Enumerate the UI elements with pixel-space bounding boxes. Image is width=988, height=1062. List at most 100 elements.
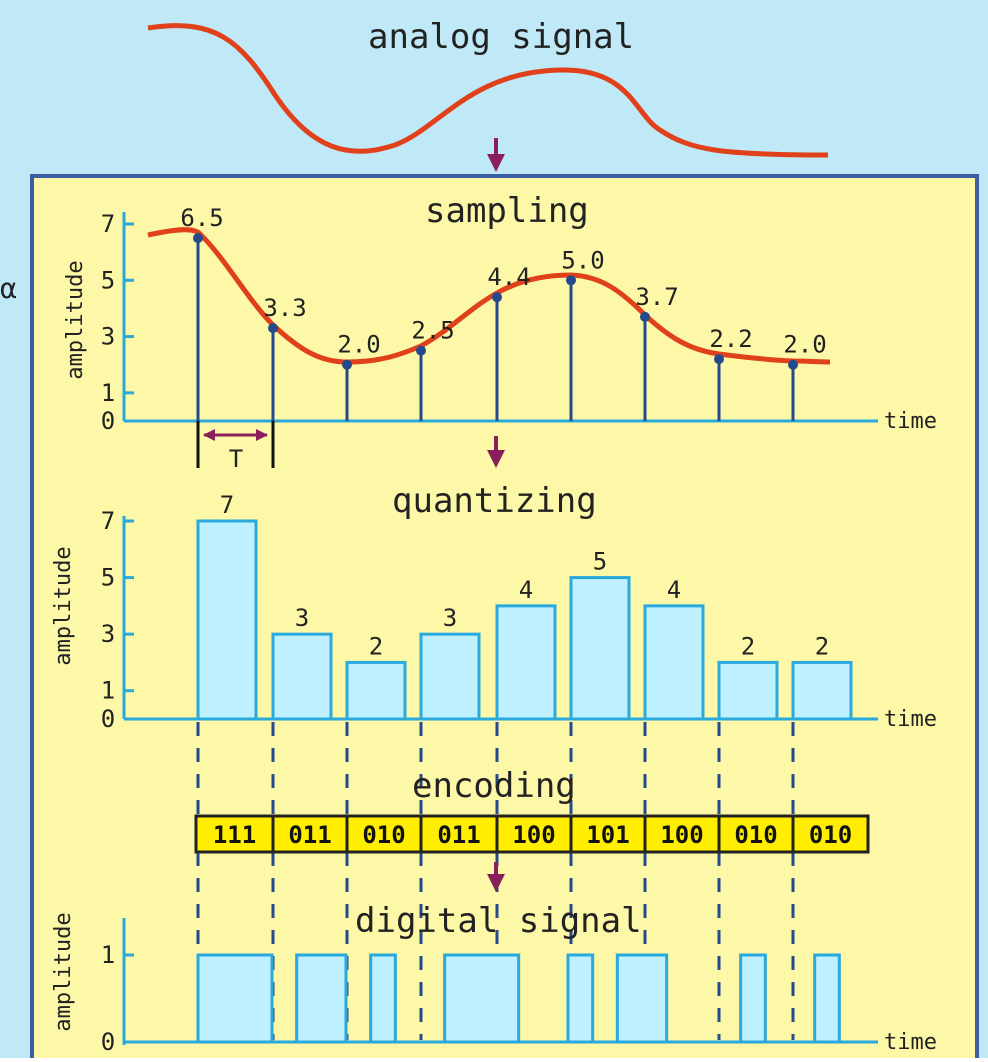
quantizing-tick-label: 1	[101, 677, 115, 705]
sample-value-label: 2.0	[783, 331, 826, 359]
sample-value-label: 3.7	[635, 283, 678, 311]
sampling-tick-label: 0	[101, 407, 115, 435]
sample-value-label: 3.3	[263, 294, 306, 322]
code-cell	[271, 814, 349, 854]
quantizing-tick-label: 3	[101, 620, 115, 648]
sample-value-label: 2.2	[709, 325, 752, 353]
digital-pulse	[739, 953, 767, 1044]
digital-tick-label: 1	[101, 941, 115, 969]
quantized-value-label: 5	[593, 548, 607, 576]
quantized-value-label: 3	[295, 604, 309, 632]
code-text: 101	[586, 821, 629, 849]
sample-point	[714, 354, 724, 365]
code-text: 010	[809, 821, 852, 849]
quantized-bar	[717, 660, 779, 721]
sampling-xlabel: time	[884, 409, 937, 434]
digital-pulse	[196, 953, 274, 1044]
encoding-section: encoding 111 011 010 011 100 101 100 010 010	[194, 766, 870, 892]
digital-section: digital signal amplitude 0 1 time	[51, 901, 937, 1056]
quantized-bar	[495, 604, 557, 721]
quantizing-bars: 7 3 2 3 4 5 4 2 2	[196, 491, 853, 721]
code-cell	[643, 814, 721, 854]
quantized-bar	[419, 632, 481, 721]
quantized-bar	[643, 604, 705, 721]
code-text: 100	[512, 821, 555, 849]
code-text: 010	[734, 821, 777, 849]
digital-pulse	[615, 953, 669, 1044]
arrow-to-sampling	[487, 138, 505, 172]
quantized-value-label: 2	[815, 632, 829, 660]
digital-tick-label: 0	[101, 1028, 115, 1056]
sample-point	[268, 323, 278, 334]
code-text: 010	[362, 821, 405, 849]
period-label: T	[229, 445, 243, 473]
code-text: 111	[213, 821, 256, 849]
digital-ylabel: amplitude	[51, 912, 76, 1031]
quantizing-tick-label: 0	[101, 705, 115, 733]
sampling-stems: 6.5 3.3 2.0 2.5 4.4 5.0 3.7 2.2 2.0	[180, 204, 827, 421]
digital-pulse	[813, 953, 841, 1044]
digital-pulses	[196, 953, 841, 1044]
quantized-value-label: 4	[667, 576, 681, 604]
period-marker: T	[196, 421, 275, 473]
quantized-value-label: 2	[741, 632, 755, 660]
sample-point	[788, 359, 798, 370]
sampling-title: sampling	[425, 191, 589, 231]
code-cell	[419, 814, 499, 854]
encoding-title: encoding	[412, 766, 576, 806]
code-cell	[717, 814, 795, 854]
code-text: 100	[660, 821, 703, 849]
sample-value-label: 5.0	[561, 246, 604, 274]
quantizing-tick-label: 5	[101, 564, 115, 592]
digital-pulse	[295, 953, 348, 1044]
sample-value-label: 6.5	[180, 204, 223, 232]
sample-point	[416, 345, 426, 356]
digital-pulse	[443, 953, 521, 1044]
digital-xlabel: time	[884, 1030, 937, 1055]
quantized-value-label: 4	[519, 576, 533, 604]
quantized-bar	[569, 576, 631, 721]
digital-pulse	[369, 953, 397, 1044]
quantizing-tick-label: 7	[101, 507, 115, 535]
quantizing-section: quantizing amplitude 01 3 5 7 time 7 3 2 3 4 5 4 2…	[51, 481, 937, 733]
quantizing-xlabel: time	[884, 707, 937, 732]
digital-pulse	[566, 953, 595, 1044]
sample-value-label: 2.5	[411, 317, 454, 345]
quantizing-title: quantizing	[392, 481, 597, 521]
encoding-codes: 111 011 010 011 100 101 100 010 010	[194, 814, 870, 854]
quantized-value-label: 7	[220, 491, 234, 519]
code-cell	[569, 814, 647, 854]
sample-point	[640, 311, 650, 322]
sampling-section: sampling amplitude 01 3 5 7 time 6.5 3.3 2.0 2…	[63, 191, 937, 473]
quantizing-ylabel: amplitude	[51, 546, 76, 665]
code-cell	[194, 814, 275, 854]
digital-title: digital signal	[355, 901, 642, 941]
quantized-bar	[345, 660, 407, 721]
sampling-tick-label: 5	[101, 266, 115, 294]
quantized-value-label: 2	[369, 632, 383, 660]
analog-signal-title: analog signal	[368, 17, 634, 57]
sampling-y-axis: 01 3 5 7	[101, 210, 134, 435]
sampling-tick-label: 1	[101, 379, 115, 407]
arrow-to-quantizing	[487, 436, 505, 468]
arrow-to-digital	[487, 862, 505, 892]
quantized-bar	[271, 632, 333, 721]
analog-signal-curve	[147, 23, 829, 158]
sample-value-label: 2.0	[337, 331, 380, 359]
sample-point	[566, 275, 576, 286]
sample-point	[492, 292, 502, 303]
sampling-tick-label: 3	[101, 323, 115, 351]
quantized-value-label: 3	[443, 604, 457, 632]
sampling-tick-label: 7	[101, 210, 115, 238]
sample-point	[342, 359, 352, 370]
sample-point	[193, 233, 203, 244]
sample-value-label: 4.4	[487, 263, 530, 291]
quantized-bar	[196, 519, 258, 721]
quantizing-y-axis: 01 3 5 7	[101, 507, 134, 733]
code-cell	[791, 814, 870, 854]
stray-glyph: α	[0, 272, 17, 305]
code-text: 011	[437, 821, 480, 849]
quantized-bar	[791, 660, 853, 721]
